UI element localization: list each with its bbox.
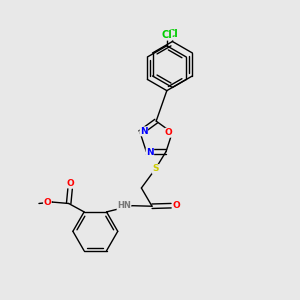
Text: N: N — [146, 148, 154, 158]
Text: N: N — [140, 127, 148, 136]
Text: S: S — [152, 164, 159, 173]
Text: Cl: Cl — [161, 30, 172, 40]
Text: O: O — [44, 198, 51, 207]
Text: Cl: Cl — [167, 29, 178, 40]
Text: HN: HN — [117, 201, 131, 210]
Text: O: O — [67, 179, 74, 188]
Text: O: O — [165, 128, 173, 137]
Text: O: O — [173, 201, 181, 210]
